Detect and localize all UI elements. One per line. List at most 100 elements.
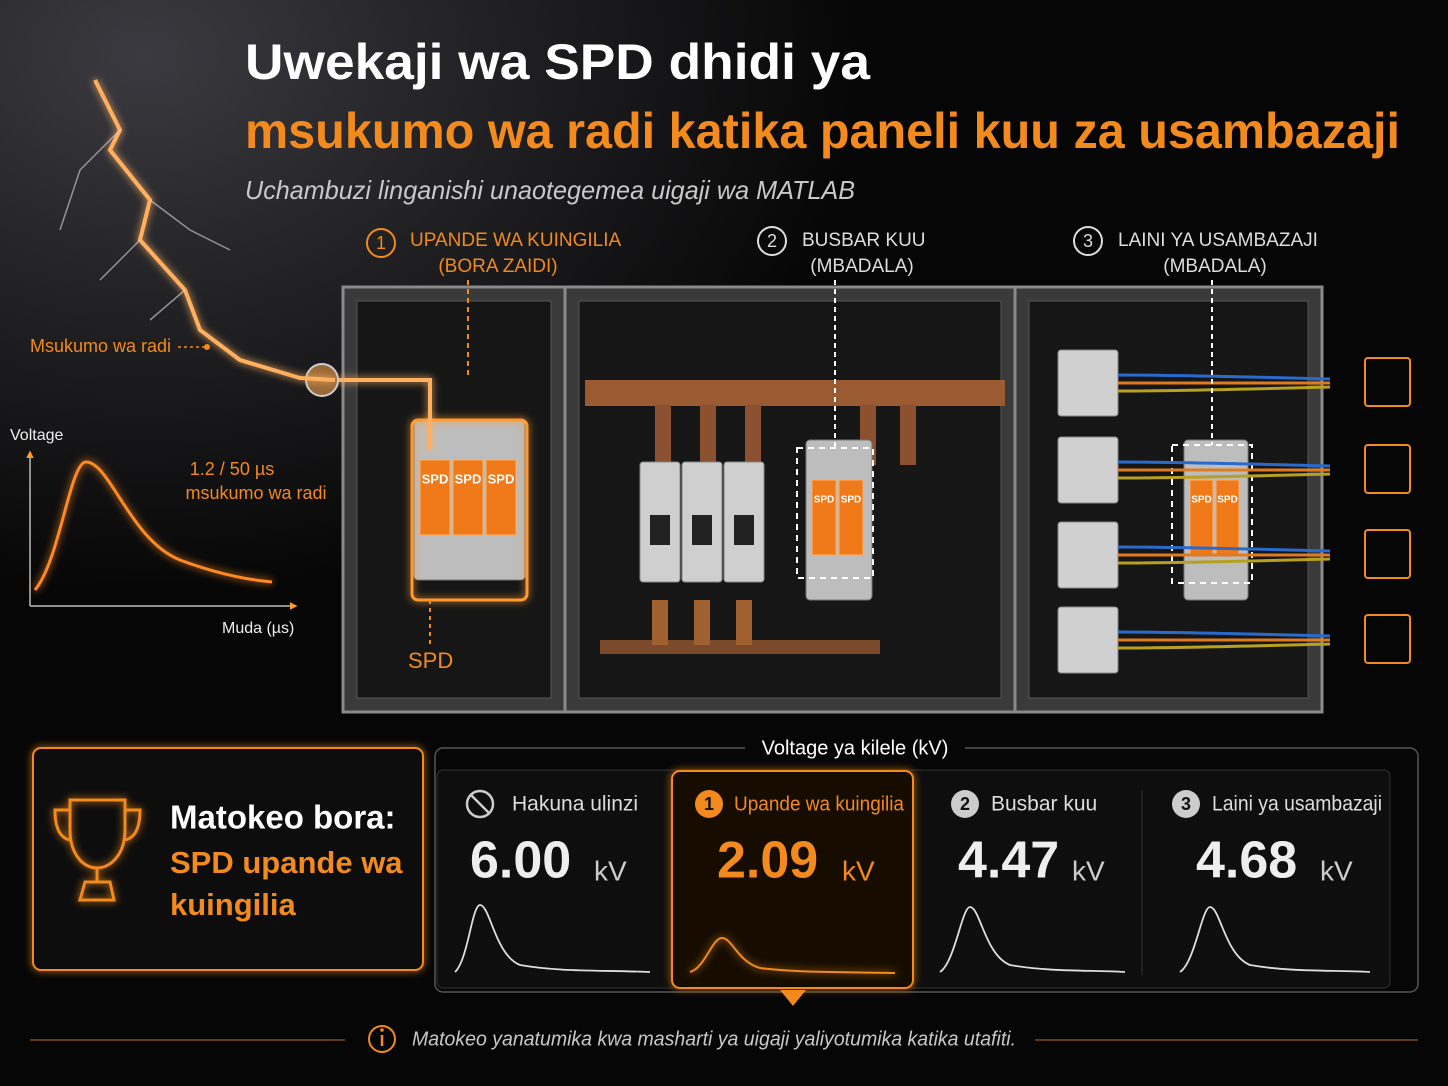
decoration <box>368 1025 396 1053</box>
cable <box>1117 630 1331 638</box>
decoration <box>1179 906 1371 973</box>
card-label: Hakuna ulinzi <box>512 793 638 816</box>
best-text: SPD upande wa kuingilia <box>170 845 403 922</box>
decoration <box>1073 226 1103 256</box>
decoration <box>454 904 651 973</box>
feeder-breaker <box>1057 606 1119 674</box>
decoration <box>59 129 231 321</box>
card-value: 4.68 <box>1196 832 1297 890</box>
cable <box>1117 385 1331 393</box>
busbar <box>700 405 716 465</box>
load-icon <box>1364 614 1411 664</box>
cable <box>1117 557 1331 565</box>
spd-label: SPD <box>841 495 862 506</box>
cable <box>1117 545 1331 553</box>
decoration <box>366 228 396 258</box>
footer-note: Matokeo yanatumika kwa masharti ya uigaj… <box>412 1028 1016 1050</box>
decoration <box>671 770 914 989</box>
subtitle: Uchambuzi linganishi unaotegemea uigaji … <box>245 175 855 205</box>
location-number: 3 <box>1083 231 1093 251</box>
decoration <box>689 936 896 974</box>
breaker-handle <box>650 515 670 545</box>
group: SPD SPD SPD SPD SPD SPD SPD <box>305 285 1411 714</box>
decoration <box>204 344 210 350</box>
cable <box>1117 642 1331 650</box>
spd-label: SPD <box>814 495 835 506</box>
card-badge: 2 <box>960 794 970 814</box>
surge-label: Msukumo wa radi <box>30 336 171 356</box>
location-note: (MBADALA) <box>810 256 913 277</box>
surge-path <box>335 378 432 450</box>
spd-label: SPD <box>455 471 482 486</box>
decoration <box>32 747 424 971</box>
busbar <box>655 405 671 465</box>
card-unit: kV <box>1072 855 1105 886</box>
decoration <box>745 736 965 760</box>
busbar <box>600 640 880 654</box>
load-icon <box>1364 529 1411 579</box>
cable <box>1117 460 1331 468</box>
card-unit: kV <box>842 855 875 886</box>
spd-label: SPD <box>1191 495 1212 506</box>
decoration <box>465 789 495 819</box>
spd-module <box>1215 479 1240 556</box>
cable <box>1117 472 1331 480</box>
card-badge: 1 <box>704 794 714 814</box>
terminal <box>652 600 668 645</box>
card-unit: kV <box>1320 855 1353 886</box>
location-label: BUSBAR KUU <box>802 230 926 251</box>
busbar <box>745 405 761 465</box>
spd-label: SPD <box>488 471 515 486</box>
decoration <box>93 79 336 382</box>
location-label: UPANDE WA KUINGILIA <box>410 230 621 251</box>
spd-module <box>811 479 837 556</box>
card-value: 4.47 <box>958 832 1059 890</box>
busbar <box>585 380 1005 406</box>
card-value: 6.00 <box>470 832 571 890</box>
best-heading: Matokeo bora: <box>170 799 396 836</box>
feeder-breaker <box>1057 436 1119 504</box>
spd-label: SPD <box>1217 495 1238 506</box>
spd-module <box>419 459 451 536</box>
card-unit: kV <box>594 855 627 886</box>
terminal <box>736 600 752 645</box>
decoration <box>1172 790 1200 818</box>
wave-caption: 1.2 / 50 µs <box>190 459 274 479</box>
location-number: 2 <box>767 231 777 251</box>
load-icon <box>1364 357 1411 407</box>
card-value: 2.09 <box>717 832 818 890</box>
decoration <box>780 990 806 1006</box>
spd-module <box>452 459 484 536</box>
axis-label: Muda (µs) <box>222 620 294 637</box>
feeder-breaker <box>1057 349 1119 417</box>
decoration <box>470 794 490 814</box>
decoration <box>757 226 787 256</box>
decoration <box>33 460 273 591</box>
spd-label: SPD <box>422 471 449 486</box>
location-number: 1 <box>376 233 386 253</box>
decoration <box>78 868 116 902</box>
breaker-handle <box>734 515 754 545</box>
card-badge: 3 <box>1181 794 1191 814</box>
terminal <box>694 600 710 645</box>
title-line-1: Uwekaji wa SPD dhidi ya <box>245 34 871 90</box>
decoration <box>380 1028 384 1032</box>
busbar <box>900 405 916 465</box>
spd-module <box>838 479 864 556</box>
spd-callout: SPD <box>408 648 453 673</box>
spd-module <box>485 459 517 536</box>
location-label: LAINI YA USAMBAZAJI <box>1118 230 1318 251</box>
load-icon <box>1364 444 1411 494</box>
card-label: Upande wa kuingilia <box>734 793 905 815</box>
comparison-title: Voltage ya kilele (kV) <box>762 737 949 759</box>
group <box>53 798 142 902</box>
location-note: (BORA ZAIDI) <box>438 256 557 277</box>
feeder-breaker <box>1057 521 1119 589</box>
breaker-handle <box>692 515 712 545</box>
decoration <box>939 906 1126 973</box>
cable <box>1117 373 1331 381</box>
wave-caption: msukumo wa radi <box>185 483 326 503</box>
location-note: (MBADALA) <box>1163 256 1266 277</box>
